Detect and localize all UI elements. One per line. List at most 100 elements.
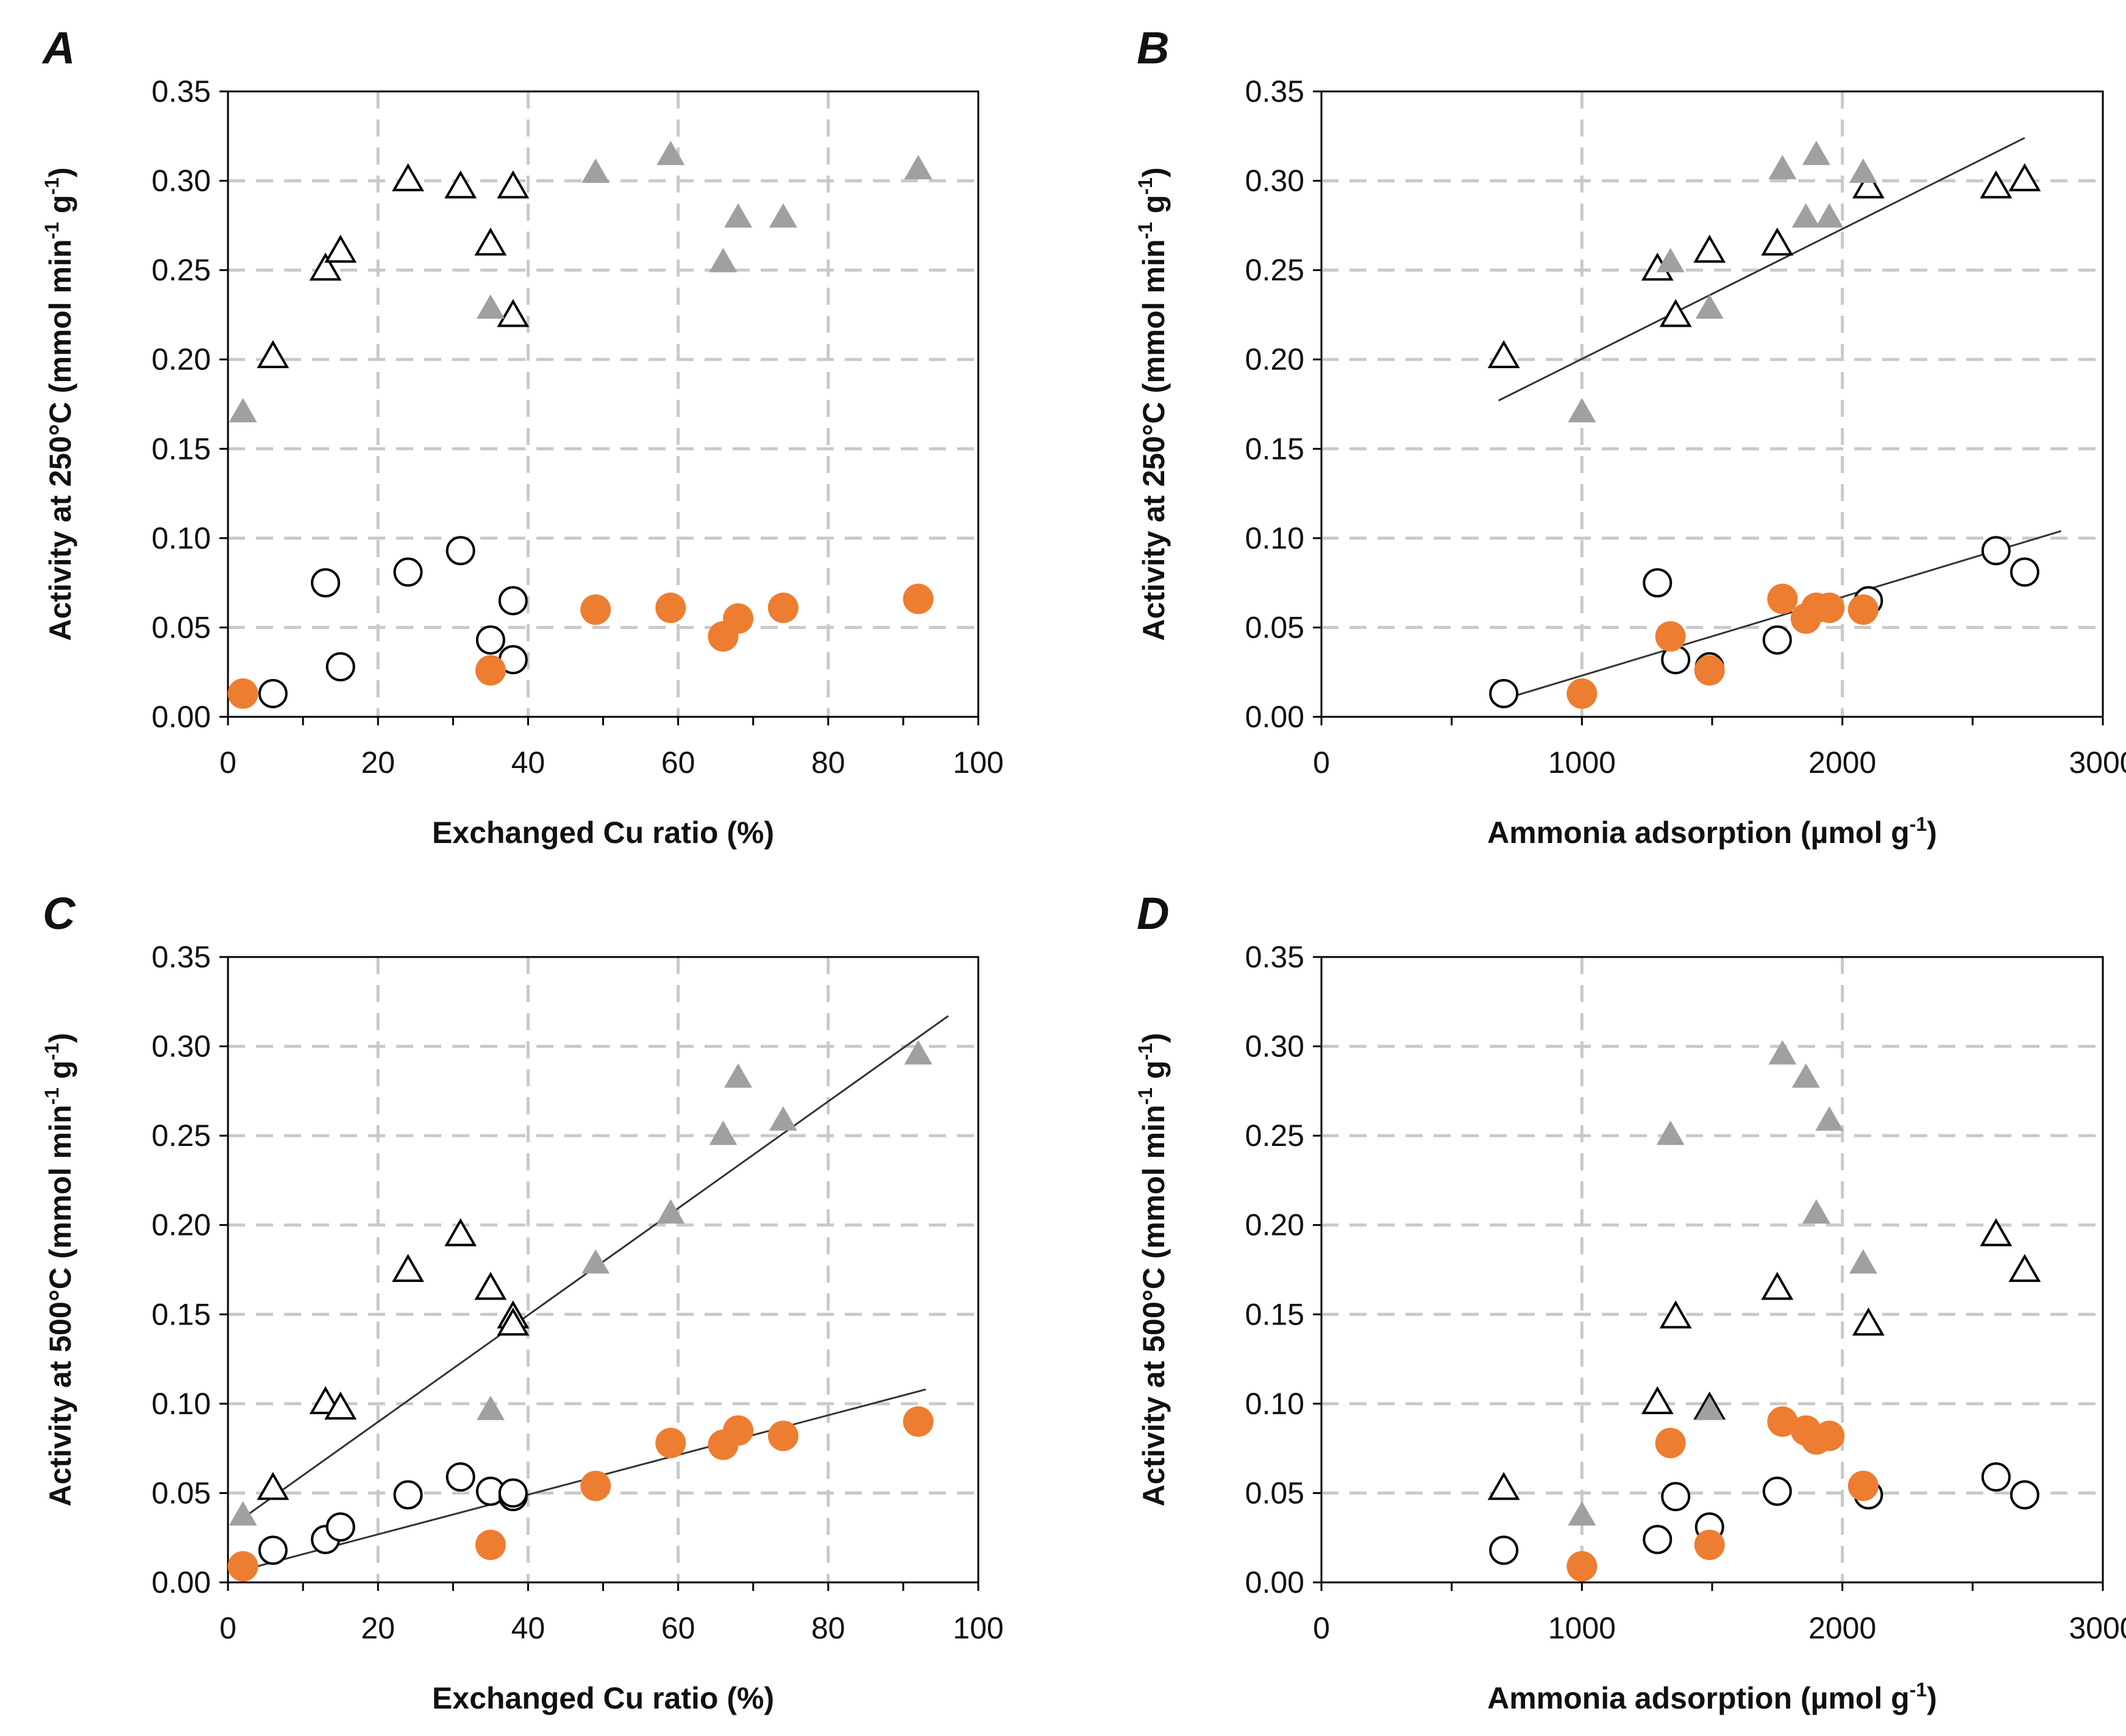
data-point-gray-triangle bbox=[1791, 1063, 1820, 1088]
y-tick-label: 0.30 bbox=[1245, 1030, 1304, 1064]
data-point-open-triangle bbox=[1487, 1471, 1520, 1500]
x-tick-label: 20 bbox=[361, 745, 395, 780]
y-tick-label: 0.25 bbox=[1245, 1119, 1304, 1153]
y-tick-label: 0.25 bbox=[152, 1119, 211, 1153]
y-tick-label: 0.20 bbox=[1245, 1208, 1304, 1242]
data-point-orange-circle bbox=[475, 1529, 506, 1560]
panel-d: 0.00 0.05 0.10 0.15 0.20 0.25 0.30 0.35 0 1000 200… bbox=[1134, 888, 2126, 1715]
data-point-open-triangle bbox=[1761, 227, 1794, 256]
data-point-open-triangle bbox=[444, 1218, 477, 1247]
data-point-orange-circle bbox=[1767, 1406, 1798, 1437]
x-axis-title: Exchanged Cu ratio (%) bbox=[432, 1681, 774, 1715]
data-point-open-circle bbox=[1661, 1482, 1691, 1512]
data-point-orange-circle bbox=[767, 1420, 798, 1451]
x-tick-label: 60 bbox=[661, 745, 695, 780]
x-tick-label: 1000 bbox=[1548, 1611, 1616, 1645]
y-tick-label: 0.35 bbox=[152, 74, 211, 108]
x-axis-title: Exchanged Cu ratio (%) bbox=[432, 816, 774, 850]
x-tick-label: 100 bbox=[953, 1611, 1003, 1645]
data-point-gray-triangle bbox=[1695, 294, 1724, 319]
data-point-gray-triangle bbox=[229, 397, 257, 422]
y-tick-label: 0.15 bbox=[152, 432, 211, 466]
x-tick-label: 1000 bbox=[1548, 745, 1616, 780]
data-point-gray-triangle bbox=[904, 155, 933, 180]
trend-line bbox=[1498, 530, 2062, 702]
data-point-open-triangle bbox=[1659, 299, 1692, 327]
y-tick-label: 0.30 bbox=[152, 164, 211, 198]
y-tick-label: 0.05 bbox=[152, 1476, 211, 1510]
data-point-open-circle bbox=[1643, 1524, 1673, 1554]
data-point-open-triangle bbox=[1659, 1300, 1692, 1329]
y-tick-label: 0.10 bbox=[1245, 521, 1304, 555]
data-point-open-triangle bbox=[324, 235, 357, 263]
data-point-open-circle bbox=[1762, 1476, 1792, 1506]
plot-frame bbox=[1320, 956, 2104, 1584]
data-point-open-triangle bbox=[474, 227, 507, 256]
y-tick-label: 0.35 bbox=[1245, 74, 1304, 108]
data-point-orange-circle bbox=[723, 1415, 754, 1446]
data-point-gray-triangle bbox=[1849, 1249, 1877, 1274]
data-point-orange-circle bbox=[1814, 1420, 1845, 1451]
y-axis-title: Activity at 500°C (mmol min-1 g-1) bbox=[41, 1033, 77, 1506]
panel-label: A bbox=[41, 23, 75, 73]
data-point-gray-triangle bbox=[724, 203, 753, 228]
data-point-open-circle bbox=[475, 625, 505, 655]
data-point-open-circle bbox=[1643, 568, 1673, 598]
x-tick-label: 40 bbox=[511, 1611, 546, 1645]
data-point-open-triangle bbox=[324, 1391, 357, 1420]
panel-b: 0.00 0.05 0.10 0.15 0.20 0.25 0.30 0.35 0 1000 200… bbox=[1134, 23, 2126, 850]
data-point-open-triangle bbox=[497, 1307, 530, 1336]
data-point-open-triangle bbox=[1852, 1307, 1885, 1336]
y-tick-label: 0.00 bbox=[152, 1565, 211, 1599]
data-point-gray-triangle bbox=[1815, 203, 1844, 228]
plot-frame bbox=[1320, 90, 2104, 718]
data-point-orange-circle bbox=[723, 603, 754, 634]
x-tick-label: 80 bbox=[811, 745, 845, 780]
y-tick-label: 0.35 bbox=[1245, 940, 1304, 974]
data-point-open-circle bbox=[1489, 678, 1519, 708]
data-point-orange-circle bbox=[1694, 655, 1725, 686]
data-point-open-circle bbox=[325, 652, 355, 681]
data-point-open-triangle bbox=[1761, 1272, 1794, 1300]
y-tick-label: 0.15 bbox=[152, 1297, 211, 1331]
data-point-open-triangle bbox=[391, 1254, 424, 1282]
x-axis-title: Ammonia adsorption (µmol g-1) bbox=[1487, 813, 1937, 850]
data-point-open-circle bbox=[1762, 625, 1792, 655]
y-tick-label: 0.15 bbox=[1245, 1297, 1304, 1331]
data-point-orange-circle bbox=[1814, 592, 1845, 624]
data-point-open-triangle bbox=[1980, 170, 2013, 199]
y-tick-label: 0.25 bbox=[152, 253, 211, 287]
panel-label: D bbox=[1137, 888, 1169, 939]
data-point-open-circle bbox=[393, 1480, 423, 1510]
data-point-gray-triangle bbox=[904, 1040, 933, 1065]
data-point-gray-triangle bbox=[709, 247, 738, 272]
data-point-gray-triangle bbox=[1695, 1395, 1724, 1420]
data-point-open-circle bbox=[446, 536, 475, 566]
x-tick-label: 3000 bbox=[2069, 745, 2126, 780]
data-point-gray-triangle bbox=[581, 158, 610, 183]
data-point-orange-circle bbox=[903, 1406, 934, 1437]
data-point-open-triangle bbox=[497, 170, 530, 199]
data-point-gray-triangle bbox=[1656, 247, 1685, 272]
data-point-gray-triangle bbox=[1768, 155, 1797, 180]
data-point-open-circle bbox=[498, 1478, 528, 1508]
y-tick-label: 0.15 bbox=[1245, 432, 1304, 466]
data-point-open-circle bbox=[2010, 557, 2039, 587]
data-point-orange-circle bbox=[580, 594, 611, 625]
data-point-orange-circle bbox=[227, 1551, 258, 1582]
y-tick-label: 0.05 bbox=[1245, 610, 1304, 644]
x-tick-label: 3000 bbox=[2069, 1611, 2126, 1645]
y-tick-label: 0.20 bbox=[152, 343, 211, 377]
data-point-gray-triangle bbox=[1802, 1199, 1830, 1224]
data-point-gray-triangle bbox=[769, 1106, 797, 1131]
y-tick-label: 0.25 bbox=[1245, 253, 1304, 287]
data-point-open-circle bbox=[2010, 1480, 2039, 1510]
data-point-orange-circle bbox=[227, 678, 258, 709]
data-point-open-triangle bbox=[474, 1272, 507, 1300]
data-point-orange-circle bbox=[1847, 594, 1879, 625]
data-point-open-triangle bbox=[2008, 163, 2041, 191]
data-point-open-triangle bbox=[1980, 1218, 2013, 1247]
data-point-open-circle bbox=[1981, 1462, 2011, 1492]
data-point-orange-circle bbox=[1566, 1551, 1598, 1582]
